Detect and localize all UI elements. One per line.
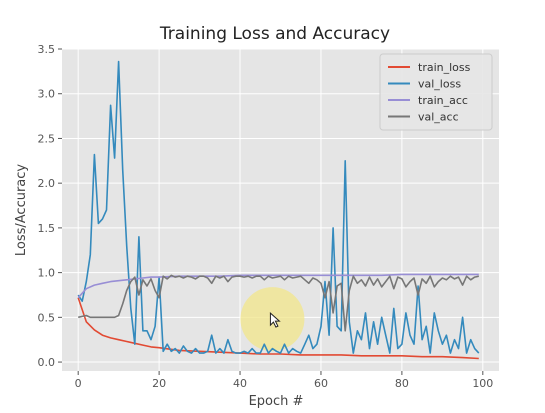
y-tick-label: 0.5 <box>38 311 56 324</box>
series-lines <box>77 60 480 360</box>
x-tick-label: 100 <box>472 377 493 390</box>
legend-label-train-loss: train_loss <box>418 61 471 74</box>
y-tick-label: 0.0 <box>38 356 56 369</box>
series-train-loss <box>77 297 479 360</box>
y-tick-label: 1.5 <box>38 222 56 235</box>
y-tick-label: 2.5 <box>38 132 56 145</box>
x-axis-ticks: 0 20 40 60 80 100 <box>75 371 493 390</box>
y-tick-label: 3.0 <box>38 88 56 101</box>
series-train-acc <box>77 273 479 299</box>
series-val-acc <box>78 274 479 332</box>
y-axis-ticks: 0.0 0.5 1.0 1.5 2.0 2.5 3.0 3.5 <box>38 43 62 369</box>
legend-label-val-acc: val_acc <box>418 111 459 124</box>
y-tick-label: 3.5 <box>38 43 56 56</box>
legend-label-val-loss: val_loss <box>418 78 461 91</box>
y-tick-label: 2.0 <box>38 177 56 190</box>
x-tick-label: 20 <box>152 377 166 390</box>
mouse-pointer-icon <box>269 312 281 328</box>
y-tick-label: 1.0 <box>38 267 56 280</box>
x-tick-label: 40 <box>233 377 247 390</box>
chart-title: Training Loss and Accuracy <box>159 24 390 44</box>
x-tick-label: 0 <box>75 377 82 390</box>
y-axis-label: Loss/Accuracy <box>14 164 29 257</box>
legend: train_loss val_loss train_acc val_acc <box>379 53 493 131</box>
x-tick-label: 60 <box>314 377 328 390</box>
series-val-loss <box>77 60 480 354</box>
legend-label-train-acc: train_acc <box>418 94 468 107</box>
x-tick-label: 80 <box>395 377 409 390</box>
legend-box <box>379 53 493 131</box>
x-axis-label: Epoch # <box>249 394 304 409</box>
